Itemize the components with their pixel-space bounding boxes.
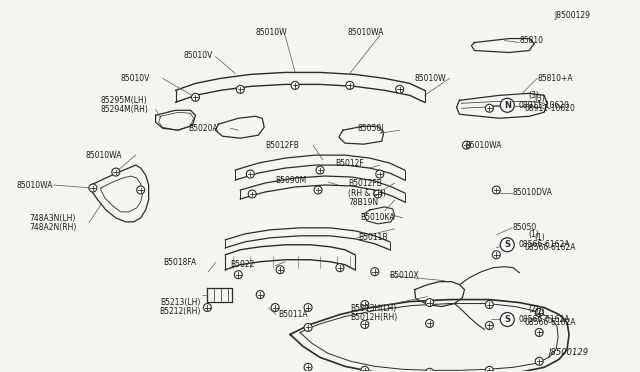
Text: B5212(RH): B5212(RH) bbox=[159, 307, 200, 316]
Text: B5010X: B5010X bbox=[390, 271, 419, 280]
Circle shape bbox=[137, 186, 145, 194]
Text: B5012H(RH): B5012H(RH) bbox=[350, 313, 397, 322]
Text: B5012F: B5012F bbox=[335, 158, 364, 167]
Circle shape bbox=[112, 168, 120, 176]
Text: B5012FB: B5012FB bbox=[348, 179, 382, 187]
Circle shape bbox=[304, 324, 312, 331]
Text: 85295M(LH): 85295M(LH) bbox=[101, 96, 148, 105]
Text: B5090M: B5090M bbox=[275, 176, 307, 185]
Circle shape bbox=[371, 268, 379, 276]
Text: 85010WA: 85010WA bbox=[465, 141, 502, 150]
Circle shape bbox=[500, 312, 515, 327]
Circle shape bbox=[304, 363, 312, 371]
Text: (RH & LH): (RH & LH) bbox=[348, 189, 386, 199]
Circle shape bbox=[485, 104, 493, 112]
Text: S: S bbox=[504, 240, 510, 249]
Circle shape bbox=[346, 81, 354, 89]
Circle shape bbox=[500, 238, 515, 252]
Circle shape bbox=[376, 170, 384, 178]
Circle shape bbox=[304, 304, 312, 311]
Circle shape bbox=[535, 357, 543, 365]
Circle shape bbox=[500, 98, 515, 112]
Text: 85050J: 85050J bbox=[358, 124, 385, 133]
Text: 08566-6162A: 08566-6162A bbox=[518, 240, 570, 249]
Circle shape bbox=[234, 271, 243, 279]
Text: 08911-10620: 08911-10620 bbox=[524, 104, 575, 113]
Circle shape bbox=[248, 190, 256, 198]
Circle shape bbox=[336, 264, 344, 272]
Circle shape bbox=[316, 166, 324, 174]
Text: 08566-6162A: 08566-6162A bbox=[518, 315, 570, 324]
Text: 85010V: 85010V bbox=[184, 51, 213, 60]
Circle shape bbox=[492, 251, 500, 259]
Circle shape bbox=[361, 301, 369, 308]
Text: 78B19N: 78B19N bbox=[348, 198, 378, 208]
Text: B5011B: B5011B bbox=[358, 233, 387, 242]
Text: 748A2N(RH): 748A2N(RH) bbox=[29, 223, 76, 232]
Circle shape bbox=[256, 291, 264, 299]
Text: B5011A: B5011A bbox=[278, 310, 308, 319]
Text: B5022: B5022 bbox=[230, 260, 255, 269]
Text: S: S bbox=[504, 315, 510, 324]
Text: 85050: 85050 bbox=[512, 223, 536, 232]
Text: (1): (1) bbox=[534, 233, 545, 242]
Circle shape bbox=[463, 141, 470, 149]
Circle shape bbox=[246, 170, 254, 178]
Circle shape bbox=[276, 266, 284, 274]
Text: B5012FB: B5012FB bbox=[265, 141, 299, 150]
Text: (3): (3) bbox=[528, 91, 539, 100]
Text: (1): (1) bbox=[528, 230, 539, 239]
Circle shape bbox=[426, 320, 433, 327]
Text: B5013H(LH): B5013H(LH) bbox=[350, 304, 396, 313]
Circle shape bbox=[535, 328, 543, 336]
Circle shape bbox=[492, 186, 500, 194]
Circle shape bbox=[361, 366, 369, 372]
Circle shape bbox=[426, 299, 433, 307]
Text: 85010WA: 85010WA bbox=[348, 28, 385, 37]
Circle shape bbox=[291, 81, 299, 89]
Text: 08566-6162A: 08566-6162A bbox=[524, 318, 576, 327]
Text: J8500129: J8500129 bbox=[554, 11, 590, 20]
Text: 85010W: 85010W bbox=[255, 28, 287, 37]
Text: B5213(LH): B5213(LH) bbox=[160, 298, 200, 307]
Text: (3): (3) bbox=[534, 94, 545, 103]
Circle shape bbox=[271, 304, 279, 311]
Text: 85010WA: 85010WA bbox=[16, 180, 52, 189]
Circle shape bbox=[236, 86, 244, 93]
Text: 85810+A: 85810+A bbox=[537, 74, 573, 83]
Circle shape bbox=[396, 86, 404, 93]
Circle shape bbox=[314, 186, 322, 194]
Text: (2): (2) bbox=[528, 305, 539, 314]
Text: B5010KA: B5010KA bbox=[360, 214, 394, 222]
Text: 85010WA: 85010WA bbox=[86, 151, 122, 160]
Circle shape bbox=[89, 184, 97, 192]
Circle shape bbox=[535, 308, 543, 317]
Circle shape bbox=[361, 321, 369, 328]
Text: B5020A: B5020A bbox=[189, 124, 218, 133]
Circle shape bbox=[204, 304, 211, 311]
Text: 85810: 85810 bbox=[519, 36, 543, 45]
Circle shape bbox=[485, 321, 493, 330]
Text: 85010DVA: 85010DVA bbox=[512, 189, 552, 198]
Text: 85010W: 85010W bbox=[415, 74, 446, 83]
Text: (2): (2) bbox=[534, 308, 545, 317]
Text: N: N bbox=[504, 101, 511, 110]
Circle shape bbox=[426, 368, 433, 372]
Text: 85010V: 85010V bbox=[121, 74, 150, 83]
Circle shape bbox=[191, 93, 200, 101]
Text: J8500129: J8500129 bbox=[549, 348, 589, 357]
Circle shape bbox=[374, 190, 382, 198]
Text: 748A3N(LH): 748A3N(LH) bbox=[29, 214, 76, 223]
Text: 08566-6162A: 08566-6162A bbox=[524, 243, 576, 252]
Text: 85294M(RH): 85294M(RH) bbox=[101, 105, 148, 114]
Text: 08911-10620: 08911-10620 bbox=[518, 101, 569, 110]
Circle shape bbox=[485, 366, 493, 372]
Text: B5018FA: B5018FA bbox=[164, 258, 197, 267]
Circle shape bbox=[485, 301, 493, 308]
